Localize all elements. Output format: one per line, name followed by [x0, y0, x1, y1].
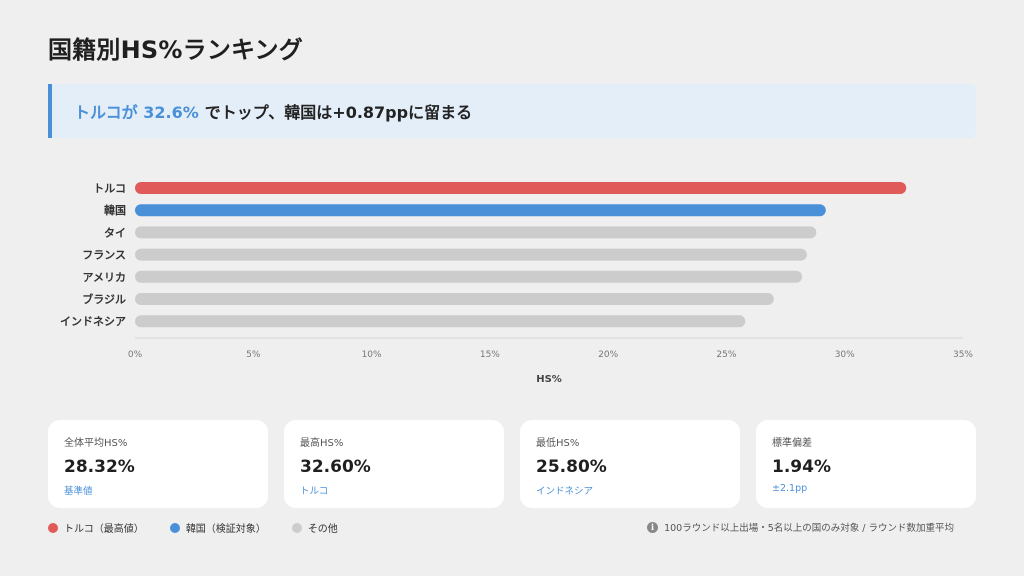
x-tick-label: 20% [598, 350, 618, 360]
bar [135, 248, 807, 261]
category-label: 韓国 [104, 203, 126, 217]
bar [135, 270, 803, 283]
bar [135, 204, 826, 217]
x-tick-label: 15% [480, 350, 500, 360]
card-label: 最低HS% [536, 438, 580, 449]
card-sub: トルコ [300, 486, 329, 497]
bar [135, 293, 774, 305]
x-tick-label: 35% [953, 350, 973, 360]
legend-item-top: トルコ（最高値） [48, 520, 144, 535]
legend-item-other: その他 [291, 520, 338, 535]
headline-highlight: トルコが 32.6% [74, 103, 199, 122]
legend-item-korea: 韓国（検証対象） [169, 520, 266, 535]
x-tick-label: 30% [835, 350, 855, 360]
card-max: 最高HS% 32.60% トルコ [284, 420, 504, 508]
legend-swatch-gray [291, 522, 302, 533]
legend-label: その他 [307, 524, 338, 535]
info-icon: i [647, 521, 659, 533]
category-label: ブラジル [82, 292, 126, 306]
card-value: 25.80% [536, 457, 607, 477]
legend-label: 韓国（検証対象） [185, 524, 266, 535]
card-average: 全体平均HS% 28.32% 基準値 [48, 420, 268, 508]
category-label: タイ [104, 226, 126, 239]
legend-swatch-red [48, 522, 58, 533]
card-value: 32.60% [300, 457, 371, 477]
x-tick-label: 0% [128, 350, 143, 360]
bar [135, 226, 817, 239]
card-label: 全体平均HS% [64, 438, 128, 449]
legend-swatch-blue [169, 522, 180, 533]
legend-label: トルコ（最高値） [64, 524, 144, 535]
footnote: i 100ラウンド以上出場・5名以上の国のみ対象 / ラウンド数加重平均 [647, 520, 954, 534]
card-label: 標準偏差 [772, 438, 812, 449]
bar-chart: トルコ韓国タイフランスアメリカブラジルインドネシア 0% 5% 10% 15% 20% 25… [0, 170, 1024, 400]
category-label: トルコ [93, 182, 126, 195]
category-label: アメリカ [83, 271, 126, 284]
card-stddev: 標準偏差 1.94% ±2.1pp [756, 420, 976, 508]
x-tick-label: 5% [246, 350, 261, 360]
page-title: 国籍別HS%ランキング [48, 36, 303, 64]
card-sub: ±2.1pp [772, 483, 808, 494]
card-sub: インドネシア [536, 486, 594, 497]
card-value: 1.94% [772, 457, 831, 477]
x-tick-label: 25% [716, 350, 736, 360]
headline-text: でトップ、韓国は+0.87ppに留まる [204, 103, 473, 122]
headline-banner: トルコが 32.6% でトップ、韓国は+0.87ppに留まる [48, 84, 976, 138]
bar [135, 315, 746, 328]
category-label: インドネシア [60, 315, 126, 328]
summary-cards: 全体平均HS% 28.32% 基準値 最高HS% 32.60% トルコ 最低HS… [48, 420, 976, 508]
footnote-text: 100ラウンド以上出場・5名以上の国のみ対象 / ラウンド数加重平均 [664, 523, 954, 534]
x-tick-label: 10% [362, 350, 382, 360]
card-min: 最低HS% 25.80% インドネシア [520, 420, 740, 508]
category-label: フランス [82, 249, 126, 262]
card-sub: 基準値 [64, 486, 93, 497]
card-label: 最高HS% [300, 438, 344, 449]
chart-legend: トルコ（最高値） 韓国（検証対象） その他 [48, 520, 338, 535]
x-axis-label: HS% [536, 374, 562, 385]
card-value: 28.32% [64, 457, 135, 477]
bar [135, 182, 907, 194]
